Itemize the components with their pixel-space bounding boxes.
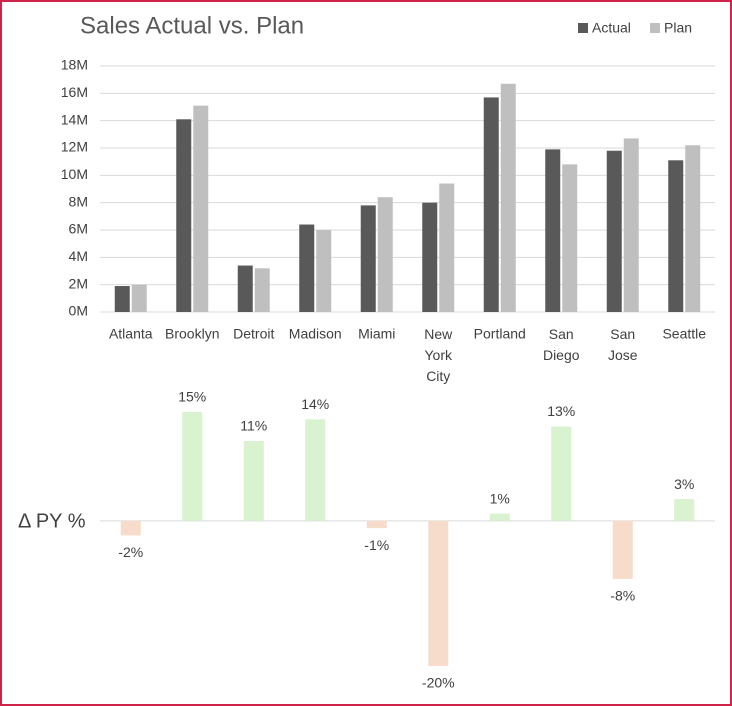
y-tick-label: 6M — [69, 221, 88, 237]
bar — [606, 150, 622, 312]
y-tick-label: 10M — [61, 166, 88, 182]
y-tick-label: 18M — [61, 57, 88, 73]
data-label: 1% — [490, 490, 510, 506]
legend-label: Plan — [664, 20, 692, 36]
bar — [237, 265, 253, 312]
delta-bar — [182, 412, 203, 521]
x-tick-label: Portland — [474, 326, 526, 342]
x-tick-label: Detroit — [233, 326, 274, 342]
data-label: 14% — [301, 396, 329, 412]
bar — [299, 224, 315, 312]
data-label: -2% — [118, 544, 143, 560]
y-tick-label: 0M — [69, 303, 88, 319]
x-tick-label: Atlanta — [109, 326, 153, 342]
y-tick-label: 14M — [61, 111, 88, 127]
legend-swatch — [650, 23, 660, 33]
bar — [668, 160, 684, 312]
bar — [562, 164, 578, 312]
x-tick-label: Madison — [289, 326, 342, 342]
bar — [685, 145, 701, 312]
y-tick-label: 12M — [61, 139, 88, 155]
y-tick-label: 16M — [61, 84, 88, 100]
delta-bar — [366, 520, 387, 529]
bar — [131, 284, 147, 312]
bar — [193, 105, 209, 312]
bar — [254, 268, 270, 312]
delta-bar — [674, 499, 695, 521]
bar — [422, 202, 438, 312]
data-label: 11% — [240, 418, 267, 434]
data-label: 13% — [547, 403, 575, 419]
data-label: 3% — [674, 476, 694, 492]
chart-title: Sales Actual vs. Plan — [80, 12, 304, 39]
bar — [316, 230, 332, 312]
bar — [483, 97, 499, 312]
x-tick-label: Seattle — [662, 326, 706, 342]
bar — [439, 183, 455, 312]
delta-bar — [489, 513, 510, 521]
bar — [360, 205, 376, 312]
x-tick-label: New York City — [424, 326, 453, 384]
x-tick-label: Brooklyn — [165, 326, 219, 342]
bar — [623, 138, 639, 312]
y-axis-label: Δ PY % — [18, 510, 86, 532]
data-label: -8% — [610, 588, 635, 604]
data-label: -20% — [422, 675, 455, 691]
delta-bar — [612, 520, 633, 579]
delta-bar — [551, 426, 572, 521]
delta-bar — [428, 520, 449, 666]
data-label: 15% — [178, 389, 206, 405]
y-tick-label: 4M — [69, 248, 88, 264]
legend-swatch — [578, 23, 588, 33]
legend-label: Actual — [592, 20, 631, 36]
x-tick-label: San Diego — [543, 326, 580, 363]
bar — [176, 119, 192, 312]
bar — [114, 286, 130, 312]
data-label: -1% — [364, 537, 389, 553]
bar — [377, 197, 393, 312]
delta-bar — [305, 419, 326, 521]
y-tick-label: 2M — [69, 275, 88, 291]
delta-bar — [120, 520, 141, 536]
delta-bar — [243, 441, 264, 521]
x-tick-label: San Jose — [608, 326, 638, 363]
y-tick-label: 8M — [69, 193, 88, 209]
bar — [545, 149, 561, 312]
bar — [500, 83, 516, 313]
x-tick-label: Miami — [358, 326, 395, 342]
